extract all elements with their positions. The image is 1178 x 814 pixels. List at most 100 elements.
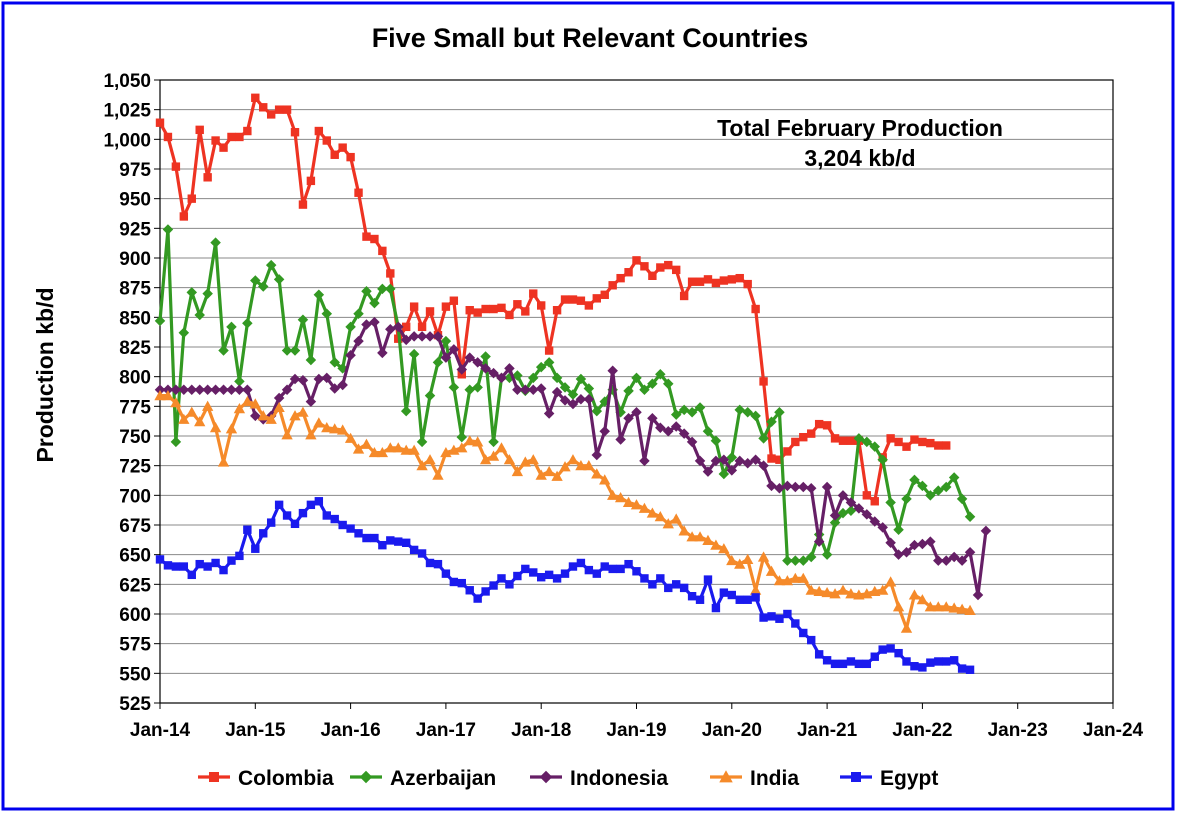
data-point (162, 384, 174, 395)
annotation-line-1: Total February Production (717, 115, 1003, 141)
data-point (902, 442, 911, 451)
data-point (472, 382, 483, 393)
data-point (838, 659, 848, 669)
data-point (893, 524, 904, 535)
y-tick-label: 750 (119, 427, 151, 448)
annotation-line-2: 3,204 kb/d (804, 145, 915, 171)
data-point (543, 408, 555, 419)
data-point (346, 524, 355, 533)
legend: Colombia Azerbaijan Indonesia India Egypt (198, 767, 938, 790)
data-point (821, 549, 833, 560)
data-point (576, 558, 586, 568)
data-point (623, 412, 634, 424)
y-tick-label: 725 (119, 457, 151, 478)
data-point (774, 482, 785, 494)
data-point (805, 482, 817, 494)
data-point (178, 413, 190, 424)
data-point (672, 265, 681, 275)
data-point (576, 296, 586, 305)
data-point (656, 263, 665, 272)
data-point (505, 580, 514, 589)
data-point (909, 474, 920, 486)
data-point (599, 474, 611, 485)
data-point (313, 417, 325, 428)
data-point (170, 397, 182, 408)
x-tick-label: Jan-14 (130, 720, 191, 741)
data-point (678, 428, 690, 439)
y-tick-label: 675 (119, 516, 151, 537)
data-point (639, 455, 650, 467)
series-india (154, 389, 976, 633)
data-point (703, 275, 713, 284)
data-point (535, 383, 547, 394)
data-point (726, 465, 738, 476)
data-point (513, 571, 522, 581)
data-point (155, 118, 165, 127)
data-point (242, 318, 253, 329)
data-point (392, 442, 404, 453)
data-point (535, 361, 547, 373)
data-point (416, 459, 428, 471)
data-point (432, 331, 444, 342)
data-point (242, 384, 253, 395)
data-point (718, 454, 730, 465)
data-point (377, 283, 388, 295)
data-point (495, 442, 508, 453)
data-point (241, 395, 254, 407)
data-point (266, 518, 276, 527)
data-point (417, 322, 427, 332)
data-point (465, 306, 474, 315)
data-point (289, 373, 301, 385)
data-point (821, 586, 833, 598)
data-point (726, 554, 738, 566)
data-point (964, 604, 976, 615)
data-point (830, 434, 840, 443)
data-point (441, 302, 451, 311)
data-point (694, 402, 706, 413)
legend-label: Azerbaijan (390, 767, 496, 790)
data-point (250, 275, 261, 286)
data-point (559, 395, 571, 406)
data-point (551, 386, 563, 398)
data-point (861, 436, 873, 448)
y-tick-label: 975 (119, 160, 151, 181)
data-point (179, 562, 189, 571)
data-point (226, 384, 237, 395)
data-point (686, 531, 698, 542)
data-point (369, 297, 380, 309)
data-point (942, 441, 951, 450)
data-point (511, 465, 524, 477)
data-point (885, 497, 896, 508)
data-point (726, 452, 738, 463)
data-point (559, 461, 571, 472)
data-point (273, 274, 285, 285)
data-point (694, 455, 706, 467)
data-point (386, 536, 395, 545)
data-point (243, 126, 252, 136)
data-point (851, 772, 861, 782)
data-point (194, 309, 205, 321)
data-point (187, 570, 196, 580)
data-point (273, 401, 285, 413)
data-point (344, 432, 357, 443)
y-tick-label: 775 (119, 397, 151, 418)
data-point (917, 480, 928, 492)
data-point (322, 511, 331, 520)
data-point (838, 436, 848, 445)
data-point (496, 372, 507, 384)
data-point (767, 612, 776, 621)
data-point (376, 446, 389, 458)
data-point (203, 173, 212, 182)
data-point (289, 345, 301, 356)
legend-label: Egypt (880, 767, 938, 790)
data-point (742, 458, 753, 469)
data-point (378, 246, 387, 256)
data-point (361, 285, 372, 297)
y-tick-label: 700 (119, 486, 151, 507)
data-point (830, 659, 840, 669)
data-point (186, 384, 198, 395)
data-point (600, 562, 609, 571)
data-point (449, 296, 459, 305)
data-point (775, 455, 784, 464)
